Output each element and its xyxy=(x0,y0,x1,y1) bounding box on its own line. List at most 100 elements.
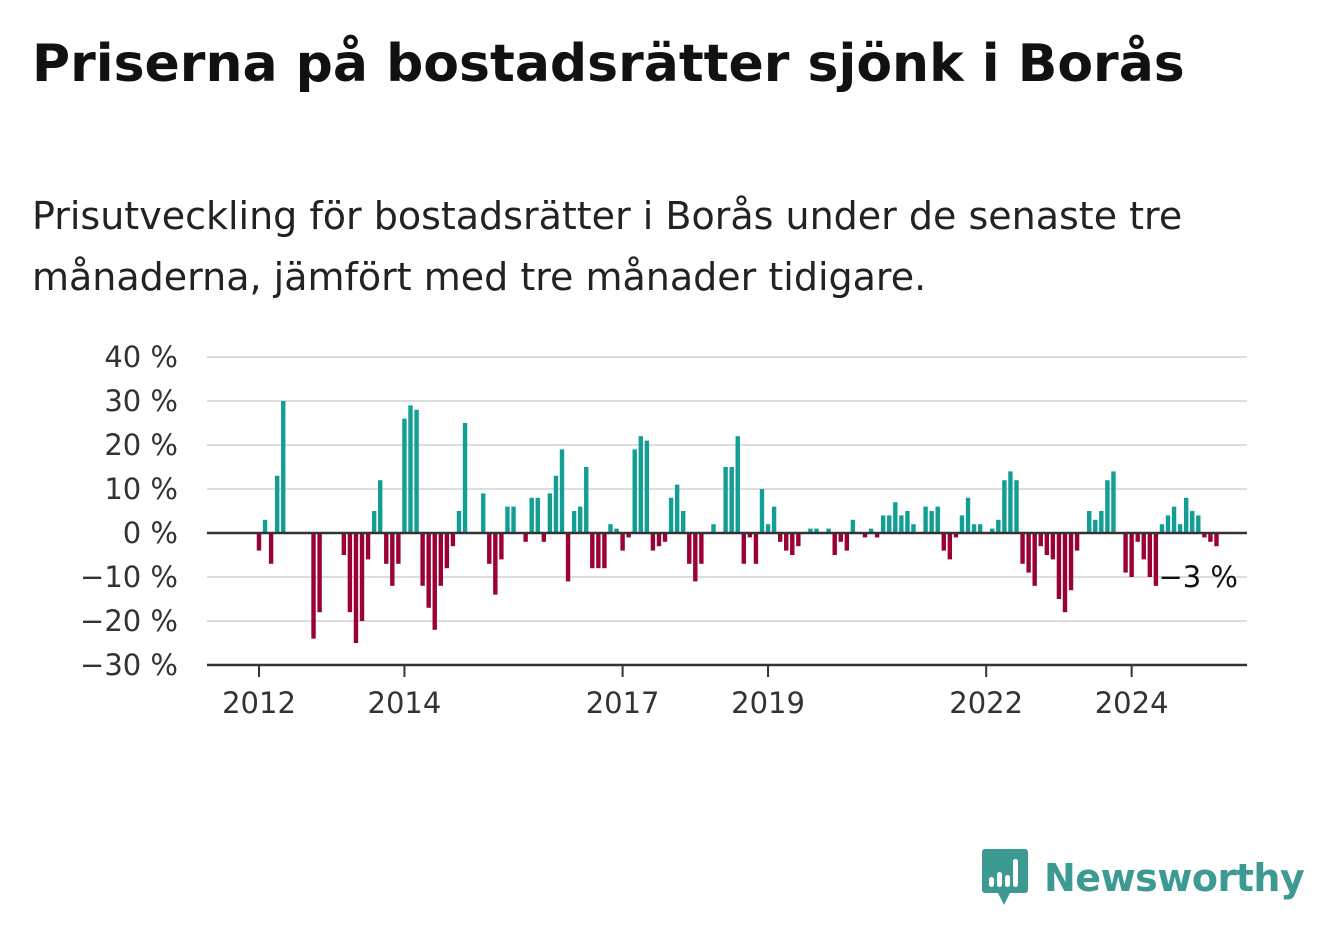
bar xyxy=(947,533,953,560)
bar xyxy=(1062,533,1068,613)
chart-subtitle: Prisutveckling för bostadsrätter i Borås… xyxy=(32,194,1183,299)
bar xyxy=(735,436,740,533)
bar xyxy=(674,484,680,533)
bars xyxy=(256,401,1219,643)
bar xyxy=(784,533,789,551)
bar xyxy=(971,524,977,533)
bar xyxy=(487,533,492,564)
chart-title: Priserna på bostadsrätter sjönk i Borås xyxy=(32,34,1185,94)
bar xyxy=(541,533,547,542)
bar xyxy=(590,533,595,569)
bar xyxy=(444,533,450,569)
bar xyxy=(1014,480,1019,533)
bar xyxy=(1050,533,1056,560)
bar xyxy=(596,533,601,569)
bar xyxy=(790,533,795,555)
bar xyxy=(753,533,759,564)
bar xyxy=(1202,533,1207,538)
bar xyxy=(741,533,746,564)
x-tick-label: 2017 xyxy=(586,686,660,720)
bar xyxy=(868,528,874,533)
bar xyxy=(1068,533,1074,591)
bar xyxy=(262,519,268,533)
bar xyxy=(965,497,971,533)
bar xyxy=(838,533,843,542)
bar xyxy=(1038,533,1043,547)
bar xyxy=(1087,511,1092,533)
bar xyxy=(911,524,916,533)
bar xyxy=(874,533,880,538)
bar xyxy=(378,480,383,533)
bar xyxy=(808,528,813,533)
bar xyxy=(777,533,783,542)
bar xyxy=(608,524,613,533)
bar xyxy=(1032,533,1037,586)
bar xyxy=(347,533,353,613)
bar xyxy=(402,418,407,533)
bar xyxy=(626,533,631,538)
bar xyxy=(620,533,625,551)
bar xyxy=(693,533,698,582)
bar xyxy=(935,506,940,533)
bar xyxy=(371,511,377,533)
bar xyxy=(1105,480,1110,533)
brand-name: Newsworthy xyxy=(1044,856,1305,900)
bar xyxy=(887,515,892,533)
bar xyxy=(668,497,674,533)
bar xyxy=(1044,533,1049,555)
bar xyxy=(765,524,771,533)
bar xyxy=(614,528,619,533)
x-axis-labels: 2012 2014 2017 2019 2022 2024 xyxy=(222,686,1168,720)
bar xyxy=(723,467,728,533)
x-tick-label: 2014 xyxy=(368,686,442,720)
bar xyxy=(359,533,365,621)
bar xyxy=(1159,524,1165,533)
y-tick-label: 0 % xyxy=(123,516,178,550)
bar-chart: 40 %30 %20 %10 %0 %−10 %−20 %−30 % 2012 2… xyxy=(80,340,1247,720)
bar xyxy=(505,506,510,533)
bar xyxy=(420,533,425,586)
bar xyxy=(341,533,347,555)
bar xyxy=(771,506,777,533)
bar xyxy=(644,440,650,533)
bar xyxy=(493,533,498,595)
bar xyxy=(438,533,443,586)
bar xyxy=(850,519,856,533)
bar xyxy=(759,489,765,533)
bar xyxy=(353,533,359,643)
bar xyxy=(414,409,419,533)
bar xyxy=(559,449,565,533)
bar xyxy=(1196,515,1201,533)
bar xyxy=(1177,524,1183,533)
newsworthy-logo-icon xyxy=(982,849,1028,905)
bar xyxy=(941,533,946,551)
bar xyxy=(1056,533,1062,599)
bar xyxy=(523,533,528,542)
x-tick-label: 2019 xyxy=(731,686,805,720)
bar xyxy=(1008,471,1013,533)
bar xyxy=(268,533,274,564)
bar xyxy=(990,528,995,533)
bar xyxy=(656,533,662,547)
bar xyxy=(384,533,389,564)
bar xyxy=(432,533,437,630)
brand-logo: Newsworthy xyxy=(980,846,1305,910)
bar xyxy=(638,436,643,533)
bar xyxy=(511,506,516,533)
bar xyxy=(565,533,571,582)
bar xyxy=(577,506,583,533)
x-tick-label: 2024 xyxy=(1095,686,1169,720)
bar xyxy=(796,533,801,547)
bar xyxy=(1147,533,1153,577)
bar xyxy=(681,511,686,533)
bar xyxy=(1214,533,1219,547)
bar xyxy=(1208,533,1213,542)
bar xyxy=(529,497,534,533)
bar xyxy=(547,493,553,533)
bar xyxy=(814,528,819,533)
bar xyxy=(408,405,413,533)
bar xyxy=(390,533,395,586)
bar xyxy=(1171,506,1177,533)
bar xyxy=(1020,533,1025,564)
bar xyxy=(481,493,486,533)
